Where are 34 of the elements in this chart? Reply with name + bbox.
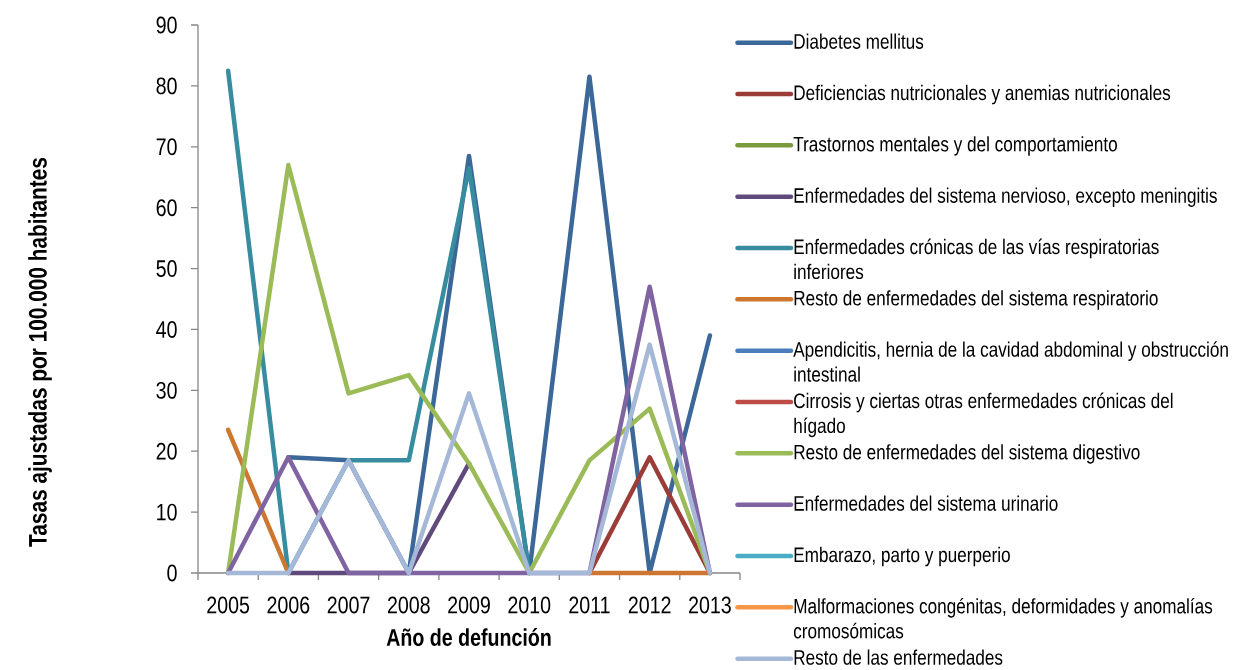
y-axis-title: Tasas ajustadas por 100.000 habitantes	[28, 157, 52, 547]
legend-label: Cirrosis y ciertas otras enfermedades crónicas del hígado	[794, 392, 1173, 438]
legend-label: Enfermedades crónicas de las vías respiratorias inferiores	[794, 238, 1159, 280]
legend-label: Resto de enfermedades del sistema respiratorio	[794, 290, 1158, 310]
y-tick-label: 40	[156, 320, 177, 338]
x-tick-label: 2006	[267, 596, 310, 614]
legend-label: Embarazo, parto y puerperio	[794, 546, 1010, 567]
legend-label: Resto de las enfermedades	[794, 649, 1003, 665]
x-tick-label: 2010	[508, 596, 551, 614]
legend-label: Apendicitis, hernia de la cavidad abdominal y obstrucción intestinal	[793, 341, 1228, 382]
y-tick-label: 30	[156, 381, 177, 399]
y-tick-label: 0	[167, 564, 177, 582]
x-tick-label: 2012	[628, 596, 671, 614]
legend-label: Deficiencias nutricionales y anemias nutricionales	[794, 84, 1171, 105]
y-tick-label: 20	[156, 442, 177, 460]
x-tick-label: 2007	[327, 596, 370, 614]
x-tick-label: 2013	[689, 596, 731, 614]
x-tick-label: 2009	[448, 596, 490, 614]
legend-label: Malformaciones congénitas, deformidades y anomalías cromosómicas	[793, 597, 1213, 639]
y-tick-label: 10	[157, 503, 177, 521]
legend-label: Resto de enfermedades del sistema digestivo	[794, 444, 1140, 464]
y-tick-label: 50	[156, 260, 177, 278]
y-tick-label: 70	[156, 138, 177, 156]
x-tick-label: 2011	[569, 596, 610, 614]
legend-label: Diabetes mellitus	[794, 33, 924, 49]
legend-label: Enfermedades del sistema nervioso, excepto meningitis	[794, 187, 1217, 208]
legend-label: Enfermedades del sistema urinario	[794, 495, 1058, 511]
y-tick-label: 80	[156, 77, 177, 95]
legend-label: Trastornos mentales y del comportamiento	[793, 136, 1117, 156]
x-tick-label: 2005	[207, 596, 250, 614]
y-tick-label: 90	[156, 16, 177, 34]
y-tick-label: 60	[156, 199, 177, 217]
x-tick-label: 2008	[387, 596, 430, 614]
x-axis-title: Año de defunción	[386, 628, 551, 646]
